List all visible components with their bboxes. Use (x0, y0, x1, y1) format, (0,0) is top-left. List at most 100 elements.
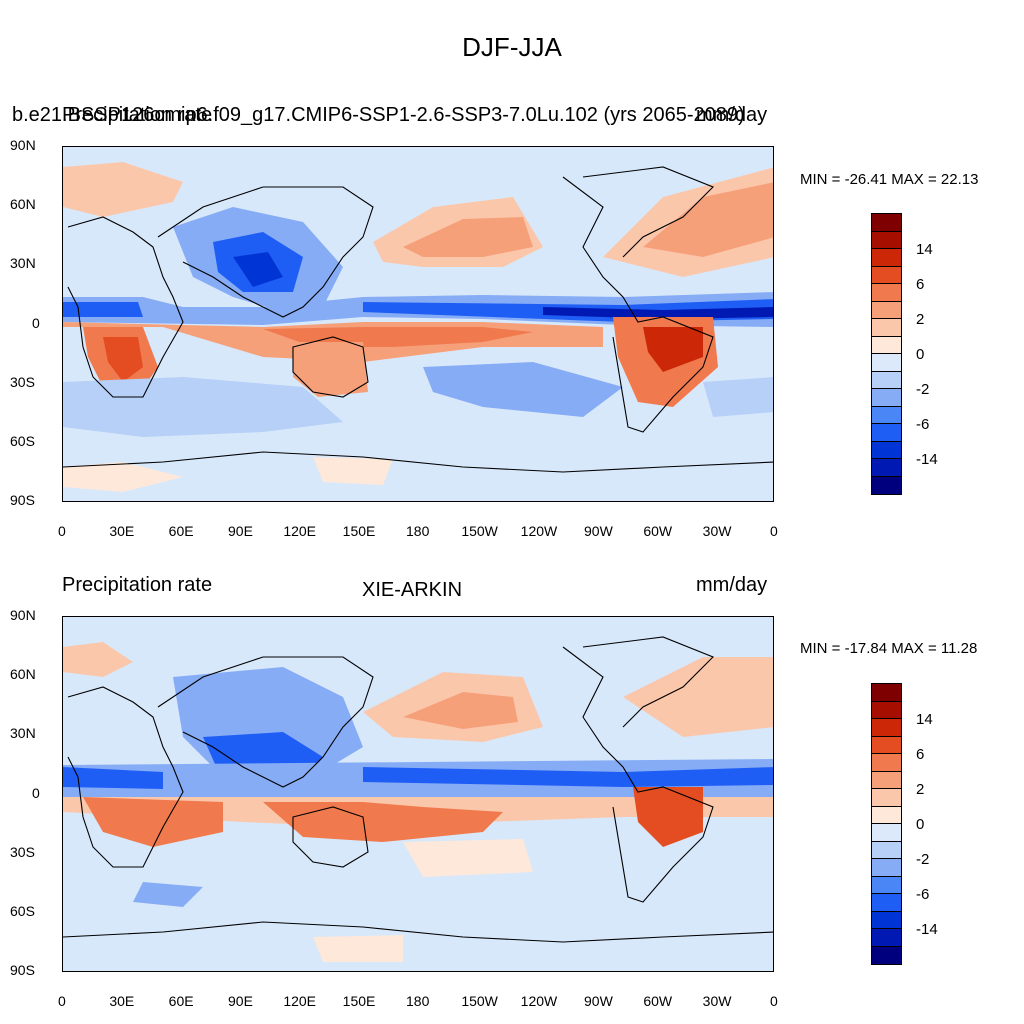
panel1-minmax: MIN = -26.41 MAX = 22.13 (800, 171, 979, 188)
lon-tick-label: 150E (342, 993, 376, 1009)
panel2-colorbar (871, 683, 902, 965)
colorbar-segment (872, 894, 901, 912)
panel1-lat-label: 60N (10, 196, 36, 212)
colorbar-segment (872, 441, 901, 459)
lon-tick-label: 120W (520, 993, 558, 1009)
panel1-lat-label: 90N (10, 137, 36, 153)
lon-tick-label: 60E (168, 523, 194, 539)
lon-tick-label: 60E (168, 993, 194, 1009)
panel1-lat-label: 60S (10, 433, 35, 449)
lon-tick-label: 180 (406, 523, 430, 539)
lon-tick-label: 0 (770, 993, 778, 1009)
lon-tick-label: 120W (520, 523, 558, 539)
panel2-lat-label: 60S (10, 903, 35, 919)
lon-tick-label: 90W (584, 523, 613, 539)
lon-tick-label: 90E (228, 523, 253, 539)
panel1-map-svg (63, 147, 773, 501)
panel2-lat-label: 90S (10, 962, 35, 978)
colorbar-segment (872, 336, 901, 354)
colorbar-segment (872, 476, 901, 494)
lon-tick-label: 120E (283, 993, 317, 1009)
panel1-colorbar-tick: 6 (916, 276, 925, 293)
colorbar-segment (872, 684, 901, 702)
panel2-lat-label: 0 (32, 785, 40, 801)
panel2-colorbar-tick: 14 (916, 711, 933, 728)
panel2-units-label: mm/day (696, 574, 768, 596)
panel1-lat-label: 0 (32, 315, 40, 331)
colorbar-segment (872, 701, 901, 719)
colorbar-segment (872, 771, 901, 789)
colorbar-segment (872, 946, 901, 964)
panel1-lat-label: 30N (10, 255, 36, 271)
colorbar-segment (872, 284, 901, 302)
panel2-variable-label: Precipitation rate (62, 574, 213, 596)
colorbar-segment (872, 319, 901, 337)
lon-tick-label: 30W (702, 523, 732, 539)
lon-tick-label: 90E (228, 993, 253, 1009)
panel1-colorbar-tick: 0 (916, 346, 925, 363)
lon-tick-label: 0 (58, 523, 66, 539)
lon-tick-label: 150W (461, 523, 498, 539)
panel2-colorbar-tick: 6 (916, 746, 925, 763)
panel1-units-label: mm/day (696, 104, 768, 126)
panel1-map (62, 146, 774, 502)
panel2-map (62, 616, 774, 972)
colorbar-segment (872, 459, 901, 477)
panel2-minmax: MIN = -17.84 MAX = 11.28 (800, 640, 978, 657)
colorbar-segment (872, 301, 901, 319)
colorbar-segment (872, 249, 901, 267)
colorbar-segment (872, 424, 901, 442)
panel2-lat-label: 30S (10, 844, 35, 860)
colorbar-segment (872, 719, 901, 737)
panel2-lat-label: 90N (10, 607, 36, 623)
lon-tick-label: 150W (461, 993, 498, 1009)
colorbar-segment (872, 824, 901, 842)
panel1-colorbar-tick: -14 (916, 451, 938, 468)
lon-tick-label: 150E (342, 523, 376, 539)
lon-tick-label: 0 (58, 993, 66, 1009)
panel2-map-svg (63, 617, 773, 971)
lon-tick-label: 60W (643, 993, 673, 1009)
panel2-colorbar-tick: -6 (916, 886, 930, 903)
panel1-lat-label: 30S (10, 374, 35, 390)
colorbar-segment (872, 876, 901, 894)
colorbar-segment (872, 406, 901, 424)
colorbar-segment (872, 929, 901, 947)
panel1-variable-label: Precipitation rate (62, 104, 213, 126)
colorbar-segment (872, 389, 901, 407)
figure-title: DJF-JJA (462, 32, 562, 62)
colorbar-segment (872, 231, 901, 249)
colorbar-segment (872, 911, 901, 929)
lon-tick-label: 60W (643, 523, 673, 539)
colorbar-segment (872, 354, 901, 372)
colorbar-segment (872, 806, 901, 824)
colorbar-segment (872, 859, 901, 877)
panel1-colorbar-tick: 2 (916, 311, 925, 328)
colorbar-segment (872, 789, 901, 807)
colorbar-segment (872, 214, 901, 232)
panel1-lat-label: 90S (10, 492, 35, 508)
panel2-colorbar-tick: -14 (916, 921, 938, 938)
lon-tick-label: 30E (109, 523, 135, 539)
lon-tick-label: 180 (406, 993, 430, 1009)
panel2-colorbar-tick: 2 (916, 781, 925, 798)
colorbar-segment (872, 736, 901, 754)
panel2-lat-label: 60N (10, 666, 36, 682)
panel2-colorbar-tick: -2 (916, 851, 930, 868)
panel1-colorbar-tick: -2 (916, 381, 930, 398)
colorbar-segment (872, 841, 901, 859)
colorbar-segment (872, 266, 901, 284)
panel1-colorbar (871, 213, 902, 495)
colorbar-segment (872, 371, 901, 389)
panel2-colorbar-tick: 0 (916, 816, 925, 833)
panel1-colorbar-tick: -6 (916, 416, 930, 433)
panel1-case-label: b.e21.BSSP126cmip6.f09_g17.CMIP6-SSP1-2.… (12, 104, 745, 126)
lon-tick-label: 120E (283, 523, 317, 539)
panel2-lat-label: 30N (10, 725, 36, 741)
colorbar-segment (872, 754, 901, 772)
lon-tick-label: 30W (702, 993, 732, 1009)
lon-tick-label: 0 (770, 523, 778, 539)
panel1-colorbar-tick: 14 (916, 241, 933, 258)
lon-tick-label: 30E (109, 993, 135, 1009)
panel2-dataset-label: XIE-ARKIN (362, 579, 463, 601)
